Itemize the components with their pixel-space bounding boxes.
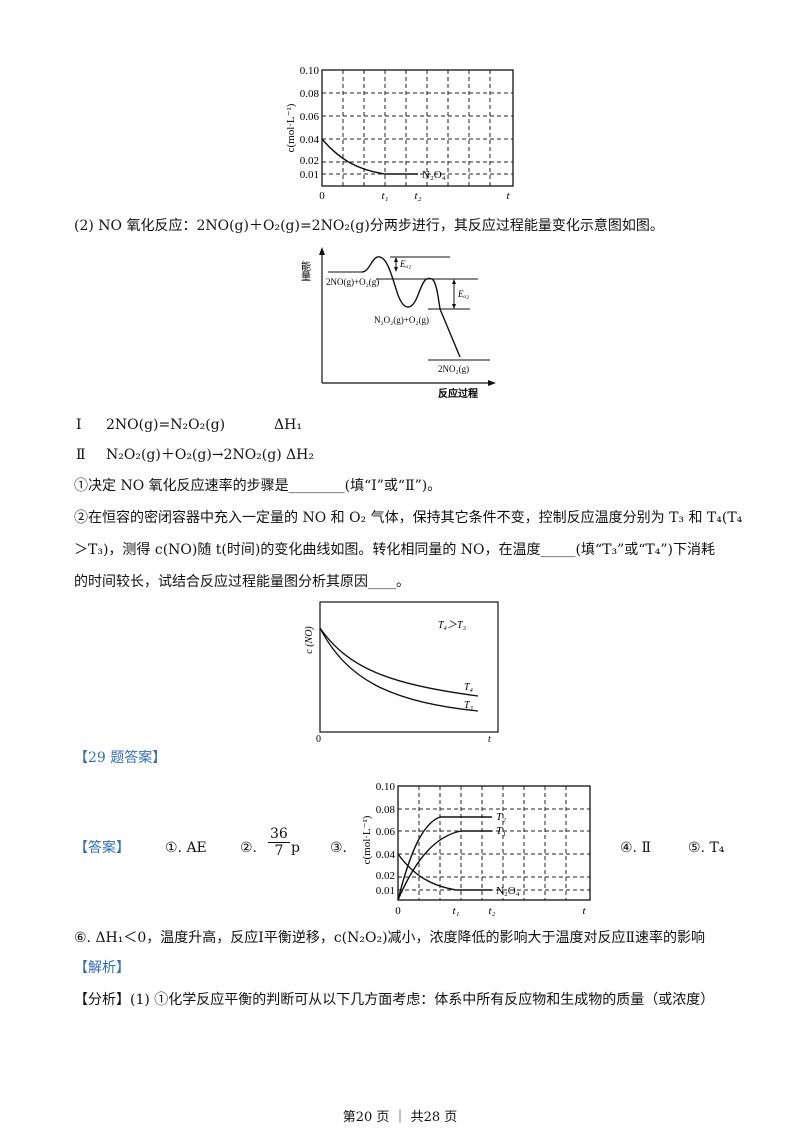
curve-n2o4 <box>397 853 492 891</box>
ytick: 0.01 <box>376 885 395 897</box>
energy-diagram: 能量 Eₐ₁ Eₐ₂ 2NO(g)+O₂(g) N₂O₂(g)+O₂(g) 2N… <box>300 247 496 400</box>
xtick: 0 <box>319 190 325 202</box>
page-footer: 第20 页 ｜ 共28 页 <box>342 1110 458 1125</box>
question-a: ①决定 NO 氧化反应速率的步骤是________(填“Ⅰ”或“Ⅱ”)。 <box>74 478 442 494</box>
level-intermediate: N₂O₂(g)+O₂(g) <box>374 315 429 325</box>
curve-t4-label: T₄ <box>464 682 474 693</box>
xtick: t₁ <box>453 905 460 917</box>
question-2-intro: (2) NO 氧化反应：2NO(g)＋O₂(g)=2NO₂(g)分两步进行，其反… <box>74 218 664 234</box>
ea1-label: Eₐ₁ <box>399 259 411 269</box>
concentration-chart-top: 0.10 0.08 0.06 0.04 0.02 0.01 c(mol·L⁻¹)… <box>285 65 514 202</box>
answer-1: ①. AE <box>165 840 207 856</box>
answer-concentration-chart: 0.10 0.08 0.06 0.04 0.02 0.01 c(mol·L⁻¹)… <box>361 781 591 917</box>
xtick: t <box>582 905 586 917</box>
answer-2-suffix: p <box>291 840 300 856</box>
y-axis-label: c(mol·L⁻¹) <box>285 103 297 152</box>
answer-6: ⑥. ΔH₁＜0，温度升高，反应Ⅰ平衡逆移，c(N₂O₂)减小，浓度降低的影响大… <box>74 930 706 946</box>
x-origin: 0 <box>316 734 321 744</box>
energy-curve <box>361 256 461 358</box>
ytick: 0.02 <box>300 155 319 167</box>
curve-t3 <box>319 627 479 712</box>
analysis-tag: 【解析】 <box>74 960 130 976</box>
answer-header: 【29 题答案】 <box>74 750 167 766</box>
step-2: Ⅱ N₂O₂(g)＋O₂(g)→2NO₂(g) ΔH₂ <box>76 447 314 463</box>
curve-t2 <box>397 816 492 901</box>
xtick: t₂ <box>489 905 496 917</box>
answer-2-fraction: 36 7 <box>268 826 290 859</box>
answer-2-prefix: ②. <box>240 840 258 856</box>
y-axis-label: c (NO) <box>304 626 315 654</box>
ytick: 0.01 <box>300 169 319 181</box>
curve-n2o4-label: N₂O₄ <box>496 885 520 897</box>
ytick: 0.06 <box>376 826 396 838</box>
ytick: 0.08 <box>376 804 396 816</box>
ytick: 0.10 <box>376 781 396 793</box>
curve-t2-label: T₂ <box>496 811 506 823</box>
question-b-line1: ②在恒容的密闭容器中充入一定量的 NO 和 O₂ 气体，保持其它条件不变，控制反… <box>74 510 743 526</box>
x-end: t <box>488 734 491 744</box>
answer-5: ⑤. T₄ <box>688 840 725 856</box>
ytick: 0.08 <box>300 88 320 100</box>
xtick: t₁ <box>382 190 389 202</box>
xtick: t <box>506 190 510 202</box>
curve-t1-label: T₁ <box>496 825 506 837</box>
answer-3: ③. <box>330 840 348 856</box>
series-label: N₂O₄ <box>422 169 446 181</box>
curve-t3-label: T₃ <box>464 700 474 711</box>
y-axis-label: 能量 <box>300 260 311 281</box>
x-axis-label: 反应过程 <box>438 387 478 400</box>
level-reactants: 2NO(g)+O₂(g) <box>326 277 379 287</box>
ytick: 0.10 <box>300 65 320 77</box>
curve-t4 <box>319 627 479 697</box>
curve-t1 <box>397 830 492 901</box>
level-products: 2NO₂(g) <box>438 364 469 374</box>
temperature-note: T₄＞T₃ <box>438 620 467 631</box>
answer-4: ④. Ⅱ <box>620 840 651 856</box>
analysis-text: 【分析】(1) ①化学反应平衡的判断可从以下几方面考虑：体系中所有反应物和生成物… <box>74 992 715 1008</box>
no-concentration-chart: c (NO) T₄＞T₃ T₄ T₃ 0 t <box>304 601 499 744</box>
xtick: t₂ <box>415 190 422 202</box>
ytick: 0.04 <box>376 849 396 861</box>
ytick: 0.02 <box>376 870 395 882</box>
answer-tag: 【答案】 <box>74 840 130 856</box>
question-b-line2: ＞T₃)，测得 c(NO)随 t(时间)的变化曲线如图。转化相同量的 NO，在温… <box>74 542 715 558</box>
n2o4-curve <box>321 138 418 175</box>
question-b-line3: 的时间较长，试结合反应过程能量图分析其原因____。 <box>74 574 410 590</box>
y-axis-label: c(mol·L⁻¹) <box>361 815 373 864</box>
ea2-label: Eₐ₂ <box>457 289 469 299</box>
step-1: Ⅰ 2NO(g)=N₂O₂(g) ΔH₁ <box>76 417 302 433</box>
ytick: 0.04 <box>300 134 320 146</box>
ytick: 0.06 <box>300 111 320 123</box>
xtick: 0 <box>395 905 401 917</box>
